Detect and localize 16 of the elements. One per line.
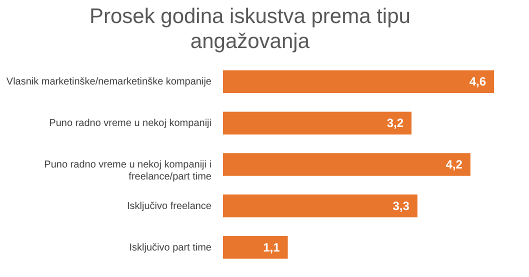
- bar: [223, 194, 418, 218]
- bar: [223, 112, 412, 134]
- data-label: 3,2: [386, 116, 404, 130]
- y-tick-label: Vlasnik marketinške/nemarketinške kompanije: [6, 76, 212, 88]
- data-label: 3,3: [392, 198, 410, 213]
- chart-title: Prosek godina iskustva prema tipu angažovanja: [89, 5, 410, 53]
- data-label: 1,1: [263, 240, 280, 254]
- data-label: 4,6: [469, 74, 486, 89]
- y-tick-label: Puno radno vreme u nekoj kompaniji: [49, 118, 212, 130]
- y-tick-label: Isključivo freelance: [127, 200, 212, 212]
- bar: [223, 153, 470, 176]
- data-label: 4,2: [446, 158, 463, 172]
- y-tick-label: Isključivo part time: [129, 242, 212, 254]
- y-tick-label: Puno radno vreme u nekoj kompaniji i freelance/part time: [44, 160, 212, 182]
- bar: [223, 70, 494, 94]
- bar: [223, 236, 288, 259]
